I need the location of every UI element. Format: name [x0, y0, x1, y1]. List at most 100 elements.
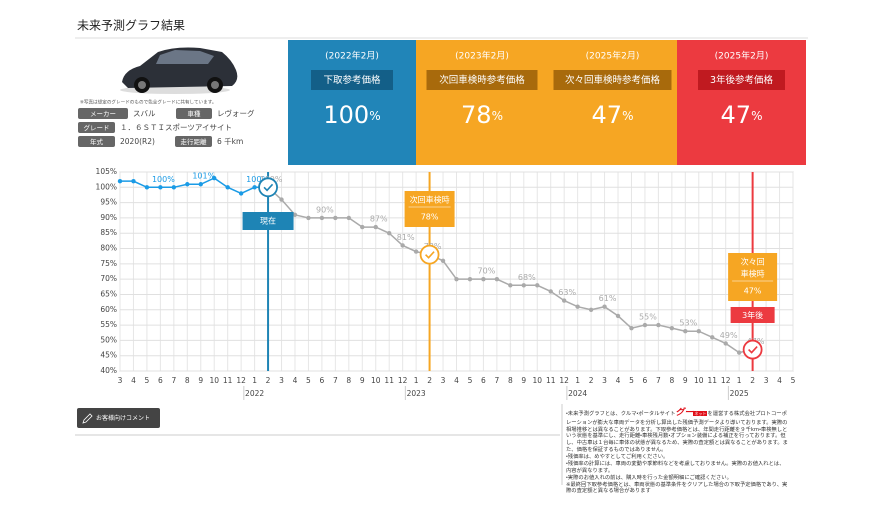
y-tick-label: 65%	[100, 289, 117, 298]
data-label: 70%	[478, 267, 496, 276]
y-tick-label: 60%	[100, 305, 117, 314]
data-point	[252, 185, 257, 190]
x-tick-label: 11	[707, 376, 717, 385]
data-label: 49%	[720, 331, 738, 340]
y-tick-label: 75%	[100, 259, 117, 268]
x-tick-label: 4	[777, 376, 782, 385]
car-photo	[120, 47, 238, 94]
data-point	[212, 175, 217, 181]
data-point	[615, 313, 621, 319]
card-label: 次回車検時参考価格	[439, 74, 525, 86]
data-point	[400, 243, 405, 248]
year-label: 2025	[730, 389, 749, 398]
data-point	[669, 325, 675, 331]
x-tick-label: 7	[494, 376, 499, 385]
x-tick-label: 3	[602, 376, 607, 385]
data-point	[642, 322, 648, 328]
x-tick-label: 2	[750, 376, 755, 385]
x-tick-label: 5	[145, 376, 150, 385]
field-key: 年式	[90, 137, 104, 146]
data-label: 63%	[558, 288, 576, 297]
x-tick-label: 12	[721, 376, 731, 385]
y-tick-label: 85%	[100, 228, 117, 237]
x-tick-label: 4	[293, 376, 298, 385]
disclaimer-rest: を運営する株式会社プロトコーポレーションが膨大な車両データを分析し算出した残価予…	[566, 411, 788, 454]
x-tick-label: 7	[333, 376, 338, 385]
data-point	[440, 258, 446, 263]
x-tick-label: 11	[384, 376, 394, 385]
data-point	[494, 276, 500, 282]
x-tick-label: 5	[468, 376, 473, 385]
data-label: 100%	[246, 175, 269, 184]
check-circle	[258, 177, 278, 198]
y-tick-label: 80%	[100, 244, 117, 253]
data-point	[360, 224, 365, 230]
logo-sub: ネット	[693, 411, 708, 416]
disclaimer-lead-text: ・未来予測グラフとは、クルマ・ポータルサイト	[566, 411, 676, 417]
y-tick-label: 100%	[96, 182, 117, 191]
x-tick-label: 12	[236, 376, 246, 385]
page-title: 未来予測グラフ結果	[77, 19, 185, 33]
x-tick-label: 9	[683, 376, 688, 385]
y-tick-label: 90%	[100, 213, 117, 222]
card-value-number: 47	[721, 101, 752, 129]
y-tick-label: 70%	[100, 274, 117, 283]
field-value: １．６ＳＴＩスポーツアイサイト	[120, 123, 232, 132]
x-tick-label: 5	[791, 376, 796, 385]
data-point	[656, 322, 661, 328]
card-label-bg	[311, 70, 393, 90]
comment-button-label[interactable]: お客様向けコメント	[96, 414, 150, 422]
y-tick-label: 45%	[100, 351, 117, 360]
x-tick-label: 1	[575, 376, 580, 385]
marker-box	[242, 212, 294, 230]
field-key-bg	[175, 136, 212, 147]
x-tick-label: 6	[158, 376, 163, 385]
card	[548, 40, 677, 165]
x-tick-label: 10	[209, 376, 219, 385]
marker-tag	[730, 307, 775, 323]
marker-label: 現在	[260, 216, 276, 226]
card-value-unit: %	[751, 109, 762, 123]
data-point	[723, 341, 728, 346]
y-tick-label: 50%	[100, 335, 117, 344]
marker-label: 車検時	[741, 269, 765, 279]
data-label: 53%	[679, 319, 697, 328]
field-value: レヴォーグ	[217, 108, 255, 118]
x-tick-label: 9	[521, 376, 526, 385]
field-key-bg	[176, 108, 212, 119]
marker-box	[404, 191, 455, 227]
comment-button-bg[interactable]	[77, 408, 160, 428]
logo: グー	[675, 408, 694, 418]
x-tick-label: 1	[737, 376, 742, 385]
data-point	[238, 191, 244, 196]
data-point	[561, 298, 567, 303]
y-tick-label: 40%	[100, 366, 117, 375]
card-label: 次々回車検時参考価格	[565, 74, 661, 86]
data-point	[346, 215, 352, 221]
data-point	[144, 185, 150, 190]
card-label: 3年後参考価格	[710, 74, 774, 86]
y-tick-label: 95%	[100, 198, 117, 207]
disclaimer-note: ・残価率は、めやすとしてご利用ください。	[566, 454, 669, 461]
comment-button[interactable]: お客様向けコメント	[77, 408, 160, 428]
field-value: スバル	[133, 109, 156, 118]
marker-value: 47%	[744, 287, 762, 296]
disclaimer-note: ・実際のお値入れの前は、購入時を行った金額明細にご確認ください。	[566, 474, 732, 481]
card-value-unit: %	[622, 109, 633, 123]
year-label: 2024	[568, 389, 587, 398]
data-point	[454, 276, 459, 282]
card-label: 下取参考価格	[323, 74, 381, 86]
y-tick-label: 55%	[100, 320, 117, 329]
data-label: 87%	[370, 215, 388, 224]
card-date: (2025年2月)	[586, 50, 640, 62]
x-tick-label: 12	[398, 376, 408, 385]
x-tick-label: 4	[131, 376, 136, 385]
field-key-bg	[78, 136, 115, 147]
pencil-icon	[82, 413, 93, 424]
data-point	[588, 307, 594, 312]
x-tick-label: 11	[546, 376, 556, 385]
check-mark	[748, 346, 758, 354]
x-tick-label: 5	[629, 376, 634, 385]
disclaimer-lead: ・未来予測グラフとは、クルマ・ポータルサイトグーネットを運営する株式会社プロトコ…	[566, 408, 788, 454]
